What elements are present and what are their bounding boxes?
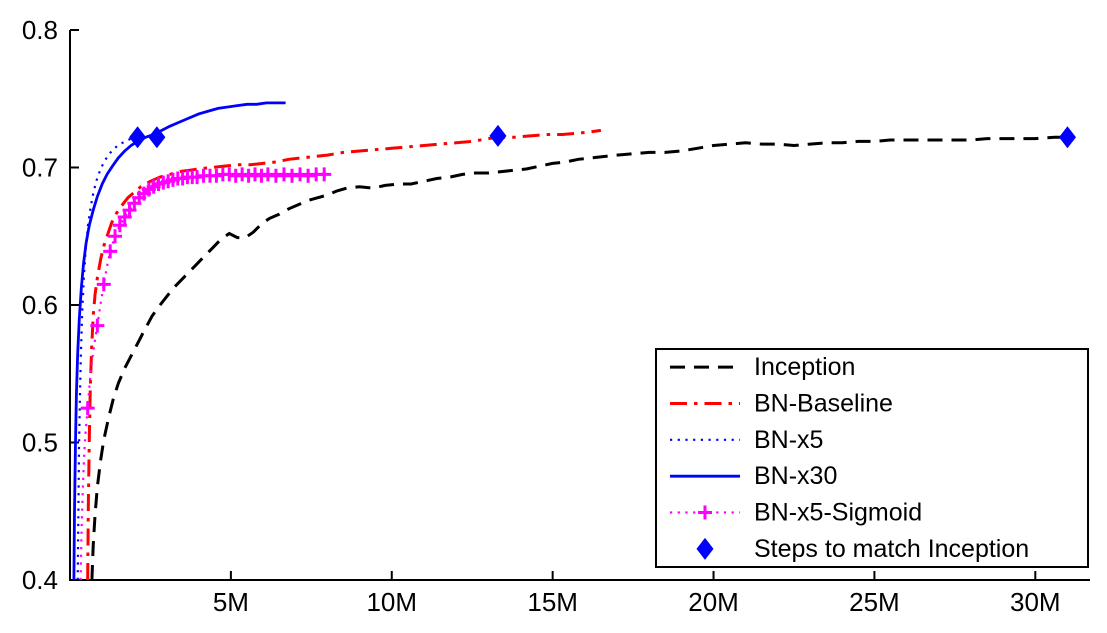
- x-tick-label: 20M: [688, 587, 739, 617]
- legend-label-bn-x30: BN-x30: [754, 462, 837, 490]
- diamond-marker: [148, 126, 166, 149]
- series-line-bn-baseline: [86, 128, 602, 581]
- series-line-inception: [90, 135, 1074, 581]
- legend-box: [655, 348, 1089, 568]
- series-bn-x5: [76, 136, 142, 581]
- diamond-marker: [489, 124, 507, 147]
- x-tick-label: 30M: [1010, 587, 1061, 617]
- series-bn-x30: [72, 101, 286, 581]
- legend-item-steps-to-match-inception: Steps to match Inception: [696, 535, 1029, 563]
- series-inception: [90, 135, 1074, 581]
- y-tick-label: 0.8: [22, 15, 58, 45]
- x-tick-label: 5M: [213, 587, 249, 617]
- series-bn-x5-sigmoid: [79, 167, 332, 581]
- series-line-bn-x5: [76, 136, 142, 581]
- axes: 5M 10M 15M 20M 25M 30M 0.4 0.5 0.6 0.7 0.8: [22, 15, 1090, 617]
- legend-label-bn-baseline: BN-Baseline: [754, 390, 893, 418]
- y-tick-label: 0.6: [22, 290, 58, 320]
- legend: Inception BN-Baseline BN-x5 BN-x30 BN-x5-Sig…: [655, 348, 1089, 568]
- x-tick-label: 10M: [366, 587, 417, 617]
- x-tick-label: 15M: [527, 587, 578, 617]
- diamond-marker: [1058, 126, 1076, 149]
- y-tick-label: 0.5: [22, 428, 58, 458]
- legend-item-bn-x5-sigmoid: BN-x5-Sigmoid: [670, 499, 922, 527]
- y-tick-label: 0.4: [22, 565, 58, 595]
- series-line-bn-x30: [72, 101, 286, 581]
- series-bn-baseline: [86, 128, 602, 581]
- legend-label-bn-x5: BN-x5: [754, 426, 823, 454]
- legend-item-bn-baseline: BN-Baseline: [670, 390, 893, 418]
- legend-label-bn-x5-sigmoid: BN-x5-Sigmoid: [754, 499, 922, 527]
- legend-item-bn-x30: BN-x30: [670, 462, 837, 490]
- series-steps-to-match-inception: [129, 124, 1076, 149]
- diamond-marker: [129, 126, 147, 149]
- y-tick-label: 0.7: [22, 153, 58, 183]
- legend-item-inception: Inception: [670, 353, 855, 381]
- legend-item-bn-x5: BN-x5: [670, 426, 823, 454]
- legend-label-inception: Inception: [754, 353, 855, 381]
- x-tick-label: 25M: [849, 587, 900, 617]
- legend-label-steps-to-match-inception: Steps to match Inception: [754, 535, 1029, 563]
- legend-diamond-marker: [696, 537, 714, 560]
